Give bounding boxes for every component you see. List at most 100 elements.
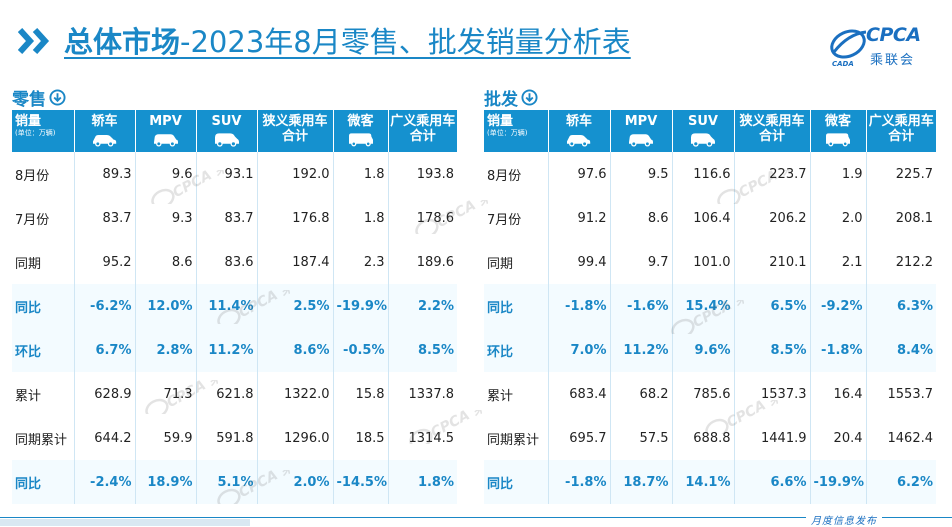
table-cell: 6.2% (865, 460, 936, 504)
table-cell: 68.2 (609, 372, 672, 416)
wholesale-panel: 批发 销量 (单位：万辆) 轿车 MPV SUV 狭义乘用车合计 微客 广义乘用车合计 8月份 97… (484, 84, 936, 504)
table-cell: -1.6% (609, 284, 672, 328)
table-row: 7月份 91.2 8.6 106.4 206.2 2.0 208.1 (484, 196, 936, 240)
table-row: 同期累计 644.2 59.9 591.8 1296.0 18.5 1314.5 (12, 416, 457, 460)
table-row: 同期 99.4 9.7 101.0 210.1 2.1 212.2 (484, 240, 936, 284)
table-cell: 15.4% (671, 284, 734, 328)
table-cell: 225.7 (865, 152, 936, 196)
unit-label: (单位：万辆) (15, 129, 56, 137)
row-label: 环比 (487, 344, 514, 360)
table-row: 累计 628.9 71.3 621.8 1322.0 15.8 1337.8 (12, 372, 457, 416)
table-cell: 192.0 (256, 152, 333, 196)
footer-text: 月度信息发布 (806, 512, 882, 527)
table-cell: 1.8 (332, 152, 388, 196)
table-cell: 15.8 (332, 372, 388, 416)
table-cell: 16.4 (809, 372, 866, 416)
table-cell: 93.1 (195, 152, 257, 196)
arrow-down-circle-icon (521, 88, 538, 106)
table-cell: -19.9% (809, 460, 866, 504)
table-cell: 9.6% (671, 328, 734, 372)
wholesale-table: 销量 (单位：万辆) 轿车 MPV SUV 狭义乘用车合计 微客 广义乘用车合计 8月份 97.6… (484, 110, 936, 504)
double-chevron-right-icon (18, 28, 50, 54)
table-cell: 106.4 (671, 196, 734, 240)
logo-sub: CADA (832, 60, 854, 68)
table-cell: 210.1 (733, 240, 810, 284)
section-label: 批发 (484, 84, 936, 110)
row-label: 同比 (15, 476, 42, 492)
table-cell: 193.8 (387, 152, 457, 196)
column-header-label: 销量 (487, 114, 514, 129)
column-header: 销量 (单位：万辆) (484, 110, 548, 152)
table-cell: 99.4 (547, 240, 610, 284)
title-bold: 总体市场 (64, 25, 181, 59)
row-label: 同期累计 (15, 432, 68, 448)
table-cell: 95.2 (73, 240, 135, 284)
table-cell: 2.3 (332, 240, 388, 284)
table-cell: 223.7 (733, 152, 810, 196)
table-cell: 695.7 (547, 416, 610, 460)
column-header-label: SUV (211, 114, 242, 129)
column-header: 微客 (332, 110, 388, 152)
table-cell: 7.0% (547, 328, 610, 372)
table-cell: -1.8% (547, 460, 610, 504)
table-cell: 688.8 (671, 416, 734, 460)
table-cell: 8.4% (865, 328, 936, 372)
table-cell: 11.2% (195, 328, 257, 372)
table-cell: 178.6 (387, 196, 457, 240)
cpca-globe-icon (830, 29, 867, 59)
table-cell: 1314.5 (387, 416, 457, 460)
suv-icon (214, 133, 239, 147)
table-cell: 621.8 (195, 372, 257, 416)
table-cell: -19.9% (332, 284, 388, 328)
table-cell: 6.6% (733, 460, 810, 504)
table-cell: 83.7 (195, 196, 257, 240)
table-cell: 1.8% (387, 460, 457, 504)
table-cell: 2.2% (387, 284, 457, 328)
table-cell: 176.8 (256, 196, 333, 240)
column-header: 轿车 (547, 110, 610, 152)
table-row: 同期累计 695.7 57.5 688.8 1441.9 20.4 1462.4 (484, 416, 936, 460)
table-cell: 8.5% (733, 328, 810, 372)
table-row: 同比 -2.4% 18.9% 5.1% 2.0% -14.5% 1.8% (12, 460, 457, 504)
row-label: 8月份 (487, 168, 522, 184)
table-cell: 8.6 (609, 196, 672, 240)
column-header: 微客 (809, 110, 866, 152)
column-header-label: MPV (149, 114, 182, 129)
row-label: 同比 (487, 476, 514, 492)
row-label: 同期 (487, 256, 514, 272)
table-cell: 11.2% (609, 328, 672, 372)
table-cell: 628.9 (73, 372, 135, 416)
table-cell: 187.4 (256, 240, 333, 284)
table-cell: 97.6 (547, 152, 610, 196)
table-cell: 2.5% (256, 284, 333, 328)
table-row: 累计 683.4 68.2 785.6 1537.3 16.4 1553.7 (484, 372, 936, 416)
table-cell: 785.6 (671, 372, 734, 416)
table-cell: 9.7 (609, 240, 672, 284)
row-label: 同比 (487, 300, 514, 316)
table-cell: 2.0 (809, 196, 866, 240)
minivan-icon (826, 133, 850, 147)
table-cell: 20.4 (809, 416, 866, 460)
table-cell: 1553.7 (865, 372, 936, 416)
table-cell: 1537.3 (733, 372, 810, 416)
logo-cn: 乘联会 (870, 53, 916, 68)
logo-text: CPCA (866, 24, 921, 46)
table-cell: -1.8% (809, 328, 866, 372)
table-cell: 12.0% (134, 284, 196, 328)
table-cell: 212.2 (865, 240, 936, 284)
page-header: 总体市场-2023年8月零售、批发销量分析表 CPCA 乘联会 CADA (0, 0, 952, 80)
table-cell: 1462.4 (865, 416, 936, 460)
table-cell: 5.1% (195, 460, 257, 504)
column-header: 狭义乘用车合计 (733, 110, 810, 152)
table-cell: 6.7% (73, 328, 135, 372)
column-header: 销量 (单位：万辆) (12, 110, 74, 152)
column-header: 广义乘用车合计 (387, 110, 457, 152)
column-header-label: 狭义乘用车合计 (262, 114, 328, 144)
table-cell: 2.0% (256, 460, 333, 504)
table-cell: 91.2 (547, 196, 610, 240)
column-header: MPV (609, 110, 672, 152)
table-cell: 89.3 (73, 152, 135, 196)
retail-panel: 零售 销量 (单位：万辆) 轿车 MPV SUV 狭义乘用车合计 微客 广义乘用车合计 8月份 89… (12, 84, 457, 504)
footer-divider (0, 517, 952, 518)
table-cell: 9.3 (134, 196, 196, 240)
